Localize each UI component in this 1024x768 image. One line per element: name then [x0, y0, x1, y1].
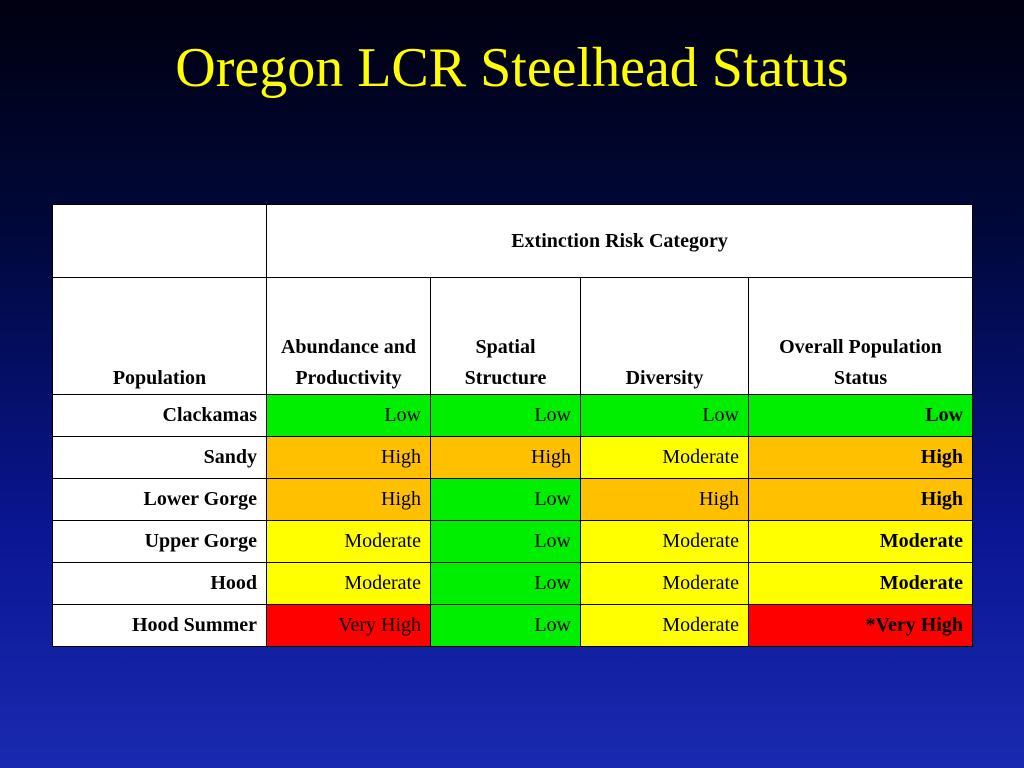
population-name: Clackamas [52, 394, 267, 437]
overall-status-cell: Moderate [747, 562, 974, 605]
table-row: Upper Gorge Moderate Low Moderate Modera… [52, 520, 974, 563]
spatial-cell: Low [430, 562, 581, 605]
abundance-cell: Moderate [266, 562, 431, 605]
table-row: Clackamas Low Low Low Low [52, 394, 974, 437]
overall-status-cell: High [747, 478, 974, 521]
diversity-column-header: Diversity [580, 277, 749, 395]
table-row: Hood Summer Very High Low Moderate *Very… [52, 604, 974, 647]
diversity-cell: Moderate [580, 604, 749, 647]
abundance-column-header: Abundance and Productivity [266, 277, 431, 395]
diversity-cell: Moderate [580, 562, 749, 605]
overall-column-header: Overall Population Status [747, 277, 974, 395]
overall-status-cell: Low [747, 394, 974, 437]
spatial-cell: Low [430, 520, 581, 563]
group-header-row: Extinction Risk Category [52, 204, 974, 278]
table-row: Sandy High High Moderate High [52, 436, 974, 479]
table-row: Hood Moderate Low Moderate Moderate [52, 562, 974, 605]
overall-status-cell: Moderate [747, 520, 974, 563]
abundance-cell: Low [266, 394, 431, 437]
population-column-header: Population [52, 277, 267, 395]
table-row: Lower Gorge High Low High High [52, 478, 974, 521]
overall-status-cell: *Very High [747, 604, 974, 647]
overall-status-cell: High [747, 436, 974, 479]
abundance-cell: Very High [266, 604, 431, 647]
corner-cell [52, 204, 267, 278]
extinction-risk-table: Extinction Risk Category Population Abun… [52, 204, 974, 647]
spatial-cell: Low [430, 478, 581, 521]
spatial-cell: Low [430, 604, 581, 647]
population-name: Hood Summer [52, 604, 267, 647]
diversity-cell: Moderate [580, 436, 749, 479]
extinction-risk-category-header: Extinction Risk Category [265, 204, 974, 278]
population-name: Hood [52, 562, 267, 605]
spatial-column-header: Spatial Structure [430, 277, 581, 395]
population-name: Upper Gorge [52, 520, 267, 563]
column-header-row: Population Abundance and Productivity Sp… [52, 277, 974, 395]
population-name: Lower Gorge [52, 478, 267, 521]
spatial-cell: High [430, 436, 581, 479]
diversity-cell: High [580, 478, 749, 521]
abundance-cell: High [266, 478, 431, 521]
diversity-cell: Low [580, 394, 749, 437]
slide-title: Oregon LCR Steelhead Status [175, 37, 849, 99]
diversity-cell: Moderate [580, 520, 749, 563]
abundance-cell: High [266, 436, 431, 479]
spatial-cell: Low [430, 394, 581, 437]
population-name: Sandy [52, 436, 267, 479]
abundance-cell: Moderate [266, 520, 431, 563]
